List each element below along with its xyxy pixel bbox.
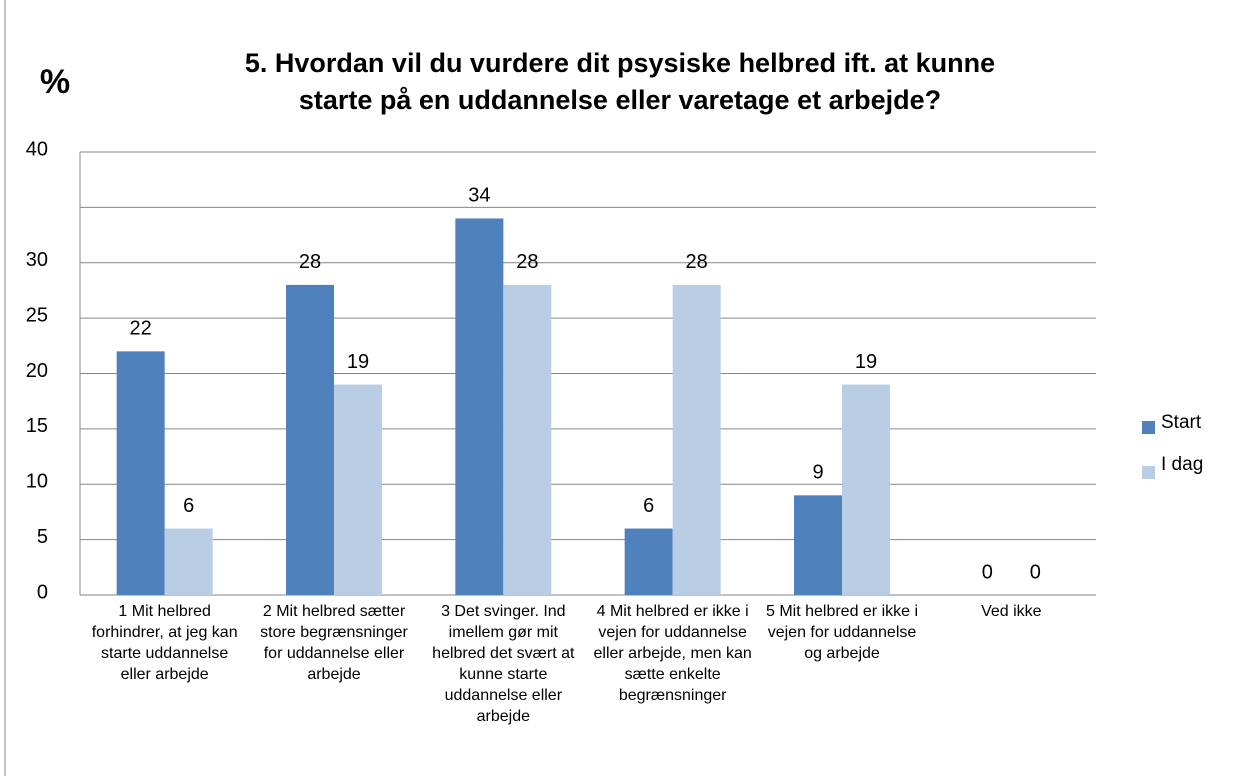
y-tick-label: 10: [26, 471, 48, 493]
bar: [286, 284, 334, 595]
y-tick-label: 5: [37, 526, 48, 548]
bar: [672, 284, 721, 595]
bar: [842, 384, 890, 595]
data-label: 19: [347, 351, 369, 373]
bar: [164, 528, 213, 595]
chart-title: 5. Hvordan vil du vurdere dit psysiske h…: [245, 48, 995, 78]
x-tick-label: 2 Mit helbred sætter store begrænsninger…: [260, 603, 408, 683]
data-label: 6: [643, 495, 654, 517]
data-label: 0: [1030, 561, 1041, 583]
bar: [334, 384, 382, 595]
data-label: 28: [516, 251, 538, 273]
data-label: 28: [686, 251, 708, 273]
x-tick-label: 1 Mit helbred forhindrer, at jeg kan sta…: [91, 603, 238, 683]
y-tick-label: 30: [26, 249, 48, 271]
y-axis-label: %: [40, 63, 70, 101]
y-tick-label: 25: [26, 304, 48, 326]
x-tick-label: Ved ikke: [981, 603, 1042, 620]
data-label: 6: [183, 495, 194, 517]
data-label: 0: [982, 561, 993, 583]
y-tick-label: 40: [26, 138, 48, 160]
data-label: 19: [855, 351, 877, 373]
bar: [624, 528, 673, 595]
bar: [794, 495, 842, 595]
bar: [116, 351, 165, 595]
bar: [455, 218, 504, 595]
legend-label: Start: [1161, 412, 1202, 433]
data-label: 9: [812, 462, 823, 484]
chart-title: starte på en uddannelse eller varetage e…: [299, 85, 941, 115]
x-tick-label: 3 Det svinger. Ind imellem gør mit helbr…: [432, 603, 575, 725]
data-label: 22: [130, 318, 152, 340]
x-tick-label: 5 Mit helbred er ikke i vejen for uddann…: [765, 603, 919, 662]
data-label: 34: [468, 185, 490, 207]
y-tick-label: 0: [37, 581, 48, 603]
x-tick-label: 4 Mit helbred er ikke i vejen for uddann…: [593, 603, 752, 704]
legend-label: I dag: [1161, 454, 1203, 475]
data-label: 28: [299, 251, 321, 273]
legend-swatch: [1142, 421, 1155, 434]
bar: [503, 284, 552, 595]
legend-swatch: [1142, 466, 1155, 479]
y-tick-label: 15: [26, 415, 48, 437]
y-tick-label: 20: [26, 360, 48, 382]
